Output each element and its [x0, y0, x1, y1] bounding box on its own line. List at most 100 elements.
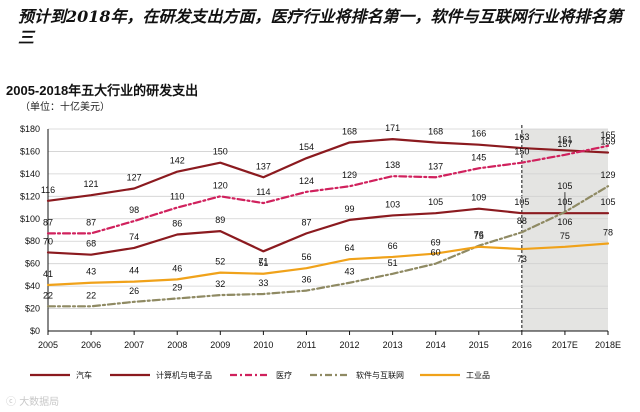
- data-label: 106: [557, 217, 572, 227]
- watermark-text: 大数据局: [19, 397, 60, 408]
- data-label: 76: [474, 230, 484, 240]
- data-label: 36: [301, 275, 311, 285]
- data-label: 114: [256, 187, 270, 197]
- x-tick-label: 2016: [512, 340, 532, 350]
- y-tick-label: $160: [20, 146, 40, 156]
- data-label: 98: [129, 205, 139, 215]
- y-tick-label: $80: [25, 236, 40, 246]
- legend-label: 汽车: [76, 370, 92, 380]
- data-label: 145: [471, 152, 486, 162]
- data-label: 26: [129, 286, 139, 296]
- data-label: 29: [172, 282, 182, 292]
- x-tick-label: 2006: [81, 340, 101, 350]
- data-label: 52: [215, 257, 225, 267]
- data-label: 51: [258, 258, 268, 268]
- data-label: 109: [471, 193, 486, 203]
- data-label: 33: [258, 278, 268, 288]
- data-label: 71: [258, 256, 268, 266]
- y-tick-label: $40: [25, 281, 40, 291]
- data-label: 124: [299, 176, 314, 186]
- data-label: 88: [517, 216, 527, 226]
- forecast-shade: [521, 129, 608, 331]
- data-label: 70: [43, 236, 53, 246]
- data-label: 105: [600, 197, 615, 207]
- legend-swatch: [230, 373, 270, 377]
- y-tick-label: $20: [25, 304, 40, 314]
- x-tick-label: 2015: [469, 340, 489, 350]
- data-label: 46: [172, 263, 182, 273]
- x-tick-label: 2009: [210, 340, 230, 350]
- data-label: 78: [603, 227, 613, 237]
- data-label: 41: [43, 269, 53, 279]
- series-line-4: [46, 242, 610, 287]
- data-label: 22: [86, 290, 96, 300]
- y-tick-label: $120: [20, 191, 40, 201]
- data-label: 138: [385, 160, 400, 170]
- unit-label: （单位：十亿美元）: [20, 102, 110, 113]
- data-label: 51: [388, 258, 398, 268]
- x-tick-label: 2010: [253, 340, 273, 350]
- data-label: 150: [213, 147, 228, 157]
- data-label: 105: [514, 197, 529, 207]
- data-label: 168: [428, 126, 443, 136]
- x-tick-label: 2011: [297, 340, 316, 350]
- watermark: ⓒ 大数据局: [6, 393, 59, 408]
- legend-item: 医疗: [230, 365, 292, 385]
- y-tick-label: $0: [30, 326, 40, 336]
- legend-swatch: [30, 373, 70, 377]
- data-label: 68: [86, 239, 96, 249]
- data-label: 87: [43, 217, 53, 227]
- data-label: 32: [215, 279, 225, 289]
- legend-item: 汽车: [30, 365, 92, 385]
- data-label: 103: [385, 199, 400, 209]
- data-label: 110: [170, 192, 184, 202]
- data-label: 165: [600, 130, 615, 140]
- data-label: 43: [86, 267, 96, 277]
- data-label: 69: [431, 238, 441, 248]
- y-tick-label: $140: [20, 169, 40, 179]
- data-label: 154: [299, 142, 314, 152]
- data-label: 75: [560, 231, 570, 241]
- data-label: 168: [342, 126, 357, 136]
- data-label: 105: [428, 197, 443, 207]
- data-label: 86: [172, 218, 182, 228]
- data-label: 163: [514, 132, 529, 142]
- x-tick-label: 2005: [38, 340, 58, 350]
- y-tick-label: $100: [20, 214, 40, 224]
- legend: 汽车 计算机与电子品 医疗 软件与互联网 工业品: [30, 365, 550, 385]
- series-line-3: [46, 185, 610, 308]
- data-label: 142: [170, 156, 185, 166]
- x-tick-label: 2018E: [595, 340, 621, 350]
- data-label: 129: [342, 170, 357, 180]
- data-label: 64: [345, 243, 355, 253]
- data-label: 87: [301, 217, 311, 227]
- data-label: 159: [600, 137, 615, 147]
- x-tick-label: 2014: [426, 340, 446, 350]
- x-tick-label: 2008: [167, 340, 187, 350]
- data-label: 99: [345, 204, 355, 214]
- headline: 预计到2018年，在研发支出方面，医疗行业将排名第一，软件与互联网行业将排名第三: [18, 7, 623, 47]
- data-label: 60: [431, 248, 441, 258]
- legend-label: 计算机与电子品: [156, 370, 212, 380]
- legend-label: 软件与互联网: [356, 370, 404, 380]
- legend-swatch: [420, 373, 460, 377]
- data-label: 129: [600, 170, 615, 180]
- data-label: 157: [557, 139, 572, 149]
- data-label: 74: [129, 232, 139, 242]
- data-label: 22: [43, 290, 53, 300]
- series-line-1: [46, 207, 610, 256]
- data-label: 73: [517, 254, 527, 264]
- data-label: 161: [557, 134, 572, 144]
- data-label: 150: [514, 147, 529, 157]
- legend-label: 医疗: [276, 370, 292, 380]
- series-line-2: [46, 144, 610, 235]
- annotation-label: 105: [557, 181, 572, 191]
- watermark-logo-icon: ⓒ: [6, 397, 20, 408]
- legend-swatch: [310, 373, 350, 377]
- data-label: 121: [84, 179, 99, 189]
- data-label: 120: [213, 180, 228, 190]
- data-label: 75: [474, 231, 484, 241]
- data-label: 116: [41, 185, 55, 195]
- legend-item: 工业品: [420, 365, 490, 385]
